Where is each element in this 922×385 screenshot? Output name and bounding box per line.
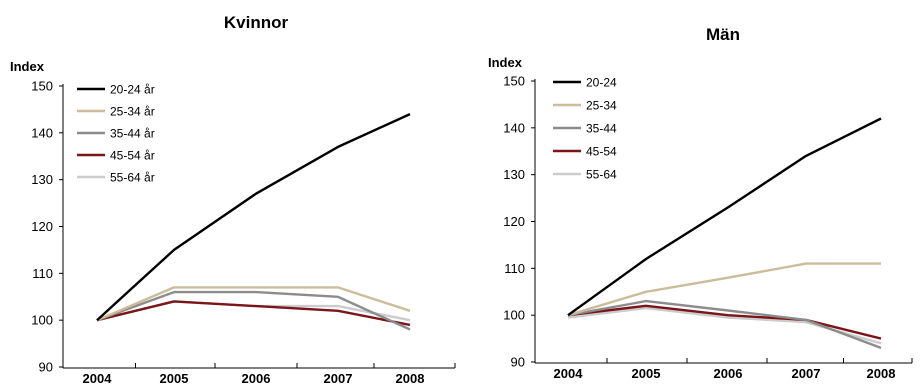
y-tick-label: 90 (39, 360, 53, 375)
y-axis-label: Index (10, 59, 45, 74)
y-tick-label: 100 (31, 313, 53, 328)
x-tick-label: 2008 (396, 371, 425, 385)
x-tick-label: 2004 (83, 371, 113, 385)
x-axis: 2004 2005 2006 2007 2008 (534, 358, 913, 381)
legend-label: 20-24 (586, 76, 617, 90)
series-line (567, 262, 881, 317)
y-tick-label: 130 (503, 167, 525, 182)
legend-label: 25-34 år (110, 105, 155, 119)
y-tick-label: 110 (32, 266, 53, 281)
legend-label: 45-54 år (110, 149, 155, 163)
series-line (567, 304, 882, 340)
legend: 20-24 år 25-34 år 35-44 år 45-54 år 55-64 år (77, 83, 155, 185)
legend-label: 35-44 år (110, 127, 155, 141)
y-axis-label: Index (488, 55, 523, 70)
y-tick-label: 120 (503, 214, 525, 229)
y-axis: 90 100 110 120 130 140 150 (31, 79, 64, 375)
x-tick-label: 2007 (324, 371, 353, 385)
series-line (567, 117, 882, 317)
legend-label: 25-34 (586, 99, 617, 113)
series-line (96, 300, 411, 327)
legend-label: 45-54 (586, 145, 617, 159)
series-line (96, 286, 411, 322)
y-tick-label: 150 (31, 79, 53, 94)
x-axis: 2004 2005 2006 2007 2008 (62, 363, 456, 385)
x-tick-label: 2008 (867, 366, 896, 381)
x-tick-label: 2005 (632, 366, 661, 381)
y-tick-label: 110 (504, 261, 525, 276)
y-tick-label: 140 (503, 120, 525, 135)
y-tick-label: 120 (31, 219, 53, 234)
y-tick-label: 100 (503, 308, 525, 323)
x-tick-label: 2006 (242, 371, 271, 385)
y-tick-label: 140 (31, 125, 53, 140)
series-line (567, 299, 882, 350)
series-line (96, 290, 411, 331)
legend-label: 55-64 (586, 168, 617, 182)
chart-title: Kvinnor (224, 13, 289, 32)
legend-label: 35-44 (586, 122, 617, 136)
series-line (96, 113, 411, 322)
x-tick-label: 2006 (714, 366, 743, 381)
x-tick-label: 2004 (554, 366, 584, 381)
y-tick-label: 90 (511, 355, 525, 370)
x-tick-label: 2005 (160, 371, 189, 385)
chart-title: Män (706, 25, 740, 44)
y-tick-label: 130 (31, 172, 53, 187)
plot-area (96, 113, 411, 331)
legend-label: 20-24 år (110, 83, 155, 97)
legend-label: 55-64 år (110, 171, 155, 185)
legend: 20-24 25-34 35-44 45-54 55-64 (553, 76, 617, 182)
x-tick-label: 2007 (792, 366, 821, 381)
y-tick-label: 150 (503, 74, 525, 89)
y-axis: 90 100 110 120 130 140 150 (503, 74, 536, 370)
plot-area (567, 117, 882, 350)
